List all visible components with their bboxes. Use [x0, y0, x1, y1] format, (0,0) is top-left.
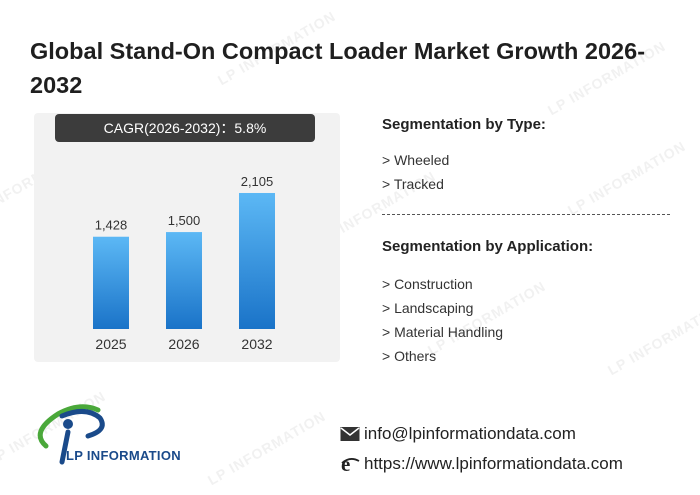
segmentation-application-title: Segmentation by Application: [382, 238, 594, 255]
browser-icon: e [340, 454, 360, 474]
list-item: > Others [382, 348, 437, 364]
logo-text: LP INFORMATION [66, 448, 181, 463]
list-item: > Wheeled [382, 152, 450, 168]
data-label-2026: 1,500 [168, 213, 201, 228]
list-item: > Material Handling [382, 324, 504, 340]
cagr-badge: CAGR(2026-2032)：5.8% [55, 114, 315, 142]
bar-2026 [166, 232, 202, 329]
lp-information-logo [37, 404, 105, 465]
list-item: > Tracked [382, 176, 444, 192]
website-contact[interactable]: e https://www.lpinformationdata.com [340, 454, 623, 474]
bar-2025 [93, 236, 129, 329]
watermark: LP INFORMATION [604, 297, 700, 379]
bar-2032 [239, 192, 275, 329]
divider [382, 214, 670, 215]
email-text[interactable]: info@lpinformationdata.com [364, 424, 576, 443]
x-tick-label-2025: 2025 [95, 336, 126, 352]
email-contact[interactable]: info@lpinformationdata.com [340, 424, 576, 444]
watermark: LP INFORMATION [564, 137, 689, 219]
mail-icon [340, 424, 360, 444]
watermark: LP INFORMATION [204, 407, 329, 489]
x-tick-label-2032: 2032 [241, 336, 272, 352]
list-item: > Landscaping [382, 300, 474, 316]
bar-chart: 1,428 2025 1,500 2026 2,105 2032 [93, 174, 275, 352]
segmentation-type-title: Segmentation by Type: [382, 116, 546, 133]
data-label-2025: 1,428 [95, 218, 128, 233]
x-tick-label-2026: 2026 [168, 336, 199, 352]
svg-text:e: e [341, 454, 350, 474]
data-label-2032: 2,105 [241, 174, 274, 189]
page-title: Global Stand-On Compact Loader Market Gr… [30, 38, 646, 98]
segmentation-application-list: > Construction > Landscaping > Material … [382, 272, 503, 368]
list-item: > Construction [382, 276, 473, 292]
segmentation-type-list: > Wheeled > Tracked [382, 148, 449, 196]
website-text[interactable]: https://www.lpinformationdata.com [364, 454, 623, 473]
